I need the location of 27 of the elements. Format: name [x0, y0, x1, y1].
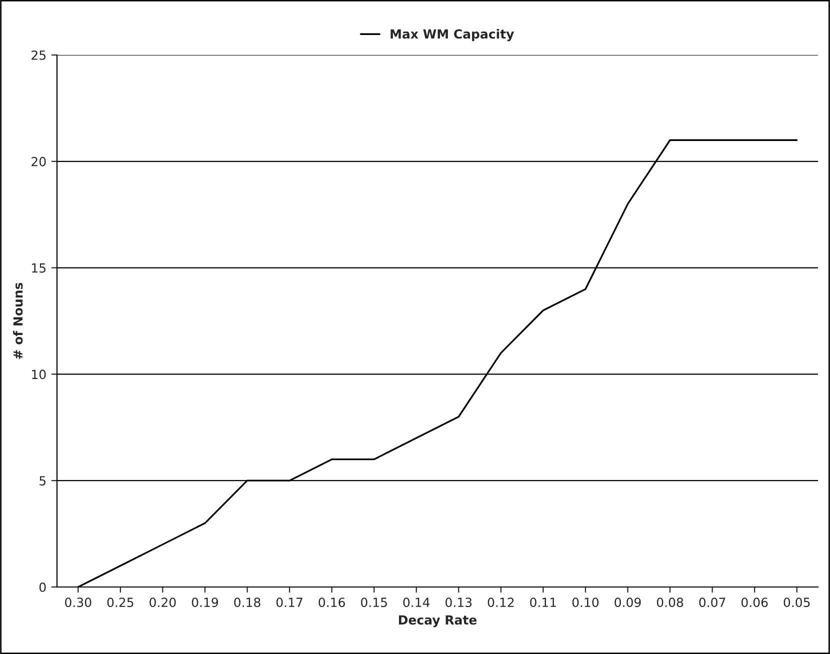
y-tick-label: 25	[32, 50, 46, 60]
y-tick-label: 15	[32, 263, 46, 273]
y-tick-label: 5	[40, 476, 46, 486]
x-tick-label: 0.20	[150, 598, 176, 608]
x-axis-title: Decay Rate	[398, 615, 477, 628]
x-tick-label: 0.06	[741, 598, 768, 608]
x-tick-label: 0.18	[234, 598, 260, 608]
x-tick-label: 0.30	[65, 598, 92, 608]
x-tick-label: 0.11	[530, 598, 556, 608]
x-tick-label: 0.19	[192, 598, 218, 608]
x-tick-label: 0.09	[614, 598, 641, 608]
x-tick-label: 0.14	[403, 598, 430, 608]
x-tick-label: 0.12	[488, 598, 514, 608]
x-tick-label: 0.07	[699, 598, 726, 608]
x-tick-label: 0.05	[784, 598, 810, 608]
x-tick-label: 0.15	[360, 598, 387, 608]
legend-label: Max WM Capacity	[390, 29, 514, 42]
x-tick-label: 0.25	[107, 598, 134, 608]
y-tick-label: 10	[32, 370, 46, 380]
y-tick-label: 20	[32, 156, 46, 166]
y-tick-label: 0	[39, 582, 46, 592]
x-tick-label: 0.17	[276, 598, 302, 608]
x-tick-label: 0.13	[446, 598, 472, 608]
y-axis-title: # of Nouns	[13, 282, 23, 359]
x-tick-label: 0.16	[318, 598, 345, 608]
x-tick-label: 0.10	[572, 598, 599, 608]
x-tick-label: 0.08	[656, 598, 684, 608]
